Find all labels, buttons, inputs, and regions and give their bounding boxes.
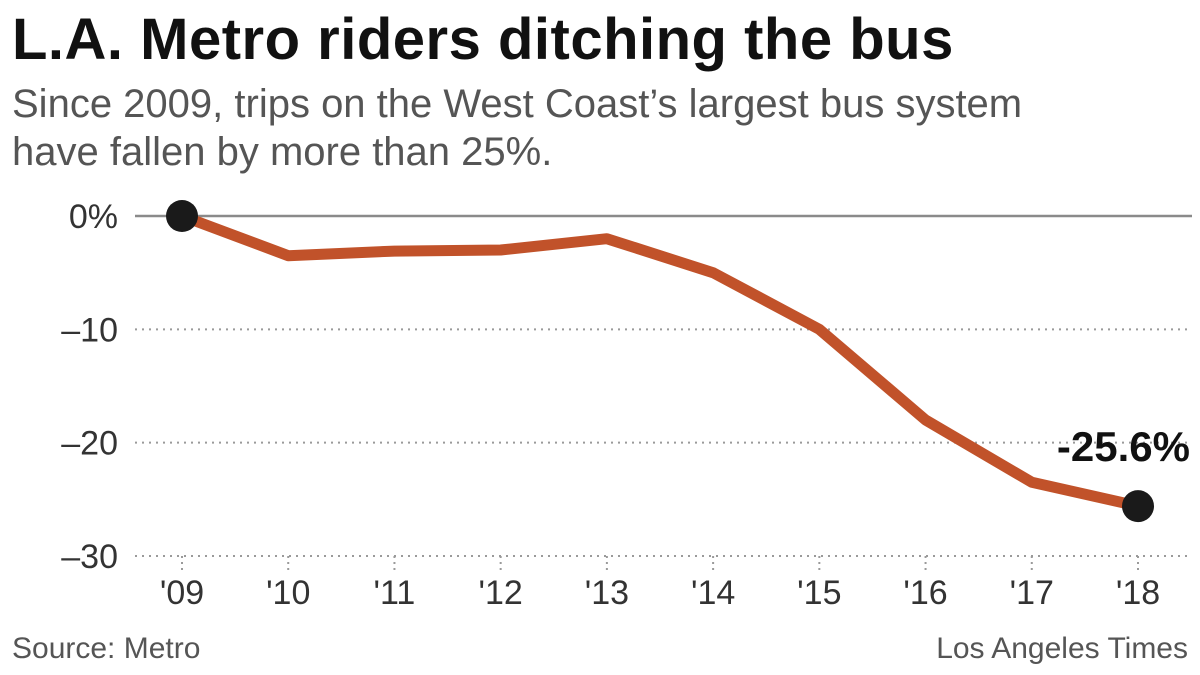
x-axis-ticks: '09 '10 '11 '12 '13 '14 '15 '16 '17 '18: [160, 556, 1160, 612]
series-line: [176, 210, 1144, 512]
y-tick-label: –20: [61, 425, 118, 463]
x-tick-label: '12: [479, 574, 523, 612]
x-tick-label: '09: [160, 574, 204, 612]
chart-title: L.A. Metro riders ditching the bus: [12, 7, 954, 72]
x-tick-label: '15: [797, 574, 841, 612]
grid-layer: [135, 214, 1192, 557]
x-tick-label: '17: [1010, 574, 1054, 612]
x-tick-label: '16: [903, 574, 947, 612]
data-point-marker: [166, 200, 198, 232]
x-tick-label: '18: [1116, 574, 1160, 612]
chart-subtitle: Since 2009, trips on the West Coast’s la…: [12, 82, 1023, 174]
y-tick-label: –10: [61, 311, 118, 349]
x-tick-label: '13: [585, 574, 629, 612]
data-point-marker: [1122, 490, 1154, 523]
source-note: Source: Metro: [12, 632, 201, 665]
y-tick-label: 0%: [69, 198, 118, 236]
annotation-layer: -25.6%: [1057, 423, 1190, 470]
x-tick-label: '14: [691, 574, 735, 612]
series-layer: [176, 210, 1144, 512]
marker-layer: [166, 200, 1154, 523]
end-value-label: -25.6%: [1057, 423, 1190, 470]
x-tick-label: '10: [266, 574, 310, 612]
x-tick-label: '11: [374, 574, 416, 612]
publisher-credit: Los Angeles Times: [936, 632, 1188, 665]
y-axis-ticks: 0% –10 –20 –30: [61, 198, 118, 576]
y-tick-label: –30: [61, 538, 118, 576]
